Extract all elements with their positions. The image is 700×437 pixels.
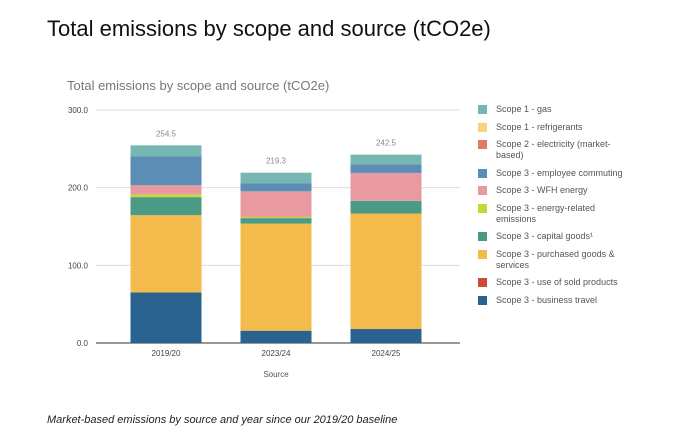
legend-item: Scope 3 - capital goods¹ (478, 231, 628, 242)
legend: Scope 1 - gas Scope 1 - refrigerants Scope… (478, 104, 628, 312)
legend-swatch (478, 232, 487, 241)
legend-swatch (478, 203, 487, 213)
legend-label: Scope 3 - employee commuting (496, 167, 623, 178)
total-label: 242.5 (376, 139, 397, 148)
legend-item: Scope 1 - gas (478, 104, 628, 115)
x-tick-label: 2019/20 (152, 349, 181, 358)
legend-item: Scope 3 - energy-related emissions (478, 203, 628, 225)
legend-label: Scope 3 - purchased goods & services (496, 248, 615, 270)
bar-segment (240, 191, 312, 217)
legend-label: Scope 3 - capital goods¹ (496, 231, 594, 241)
legend-item: Scope 3 - business travel (478, 295, 628, 306)
legend-item: Scope 3 - WFH energy (478, 185, 628, 196)
bar-segment (240, 216, 312, 219)
total-label: 219.3 (266, 157, 287, 166)
bar-segment (350, 172, 422, 201)
legend-label: Scope 1 - refrigerants (496, 121, 583, 132)
bar-segment (350, 164, 422, 173)
legend-label: Scope 3 - WFH energy (496, 185, 588, 195)
legend-swatch (478, 105, 487, 114)
legend-item: Scope 3 - purchased goods & services (478, 249, 628, 271)
legend-label: Scope 3 - business travel (496, 294, 598, 305)
caption: Market-based emissions by source and yea… (47, 414, 398, 426)
x-tick-label: 2023/24 (262, 349, 291, 358)
chart-title: Total emissions by scope and source (tCO… (67, 78, 329, 93)
bar-segment (130, 194, 202, 198)
legend-swatch (478, 278, 487, 287)
legend-swatch (478, 186, 487, 195)
bar-segment (240, 172, 312, 184)
legend-label: Scope 2 - electricity (market-based) (496, 139, 611, 160)
legend-item: Scope 3 - employee commuting (478, 168, 628, 179)
bar-segment (130, 197, 202, 216)
bar-segment (350, 329, 422, 343)
bar-segment (350, 213, 422, 330)
bar-segment (130, 156, 202, 186)
y-tick-label: 100.0 (68, 261, 89, 270)
bar-segment (130, 292, 202, 343)
total-label: 254.5 (156, 129, 177, 138)
x-tick-label: 2024/25 (372, 349, 401, 358)
legend-label: Scope 3 - use of sold products (496, 277, 618, 287)
y-tick-label: 300.0 (68, 106, 89, 115)
x-axis-label: Source (263, 370, 289, 379)
legend-item: Scope 3 - use of sold products (478, 277, 628, 288)
legend-item: Scope 1 - refrigerants (478, 122, 628, 133)
legend-swatch (478, 295, 487, 305)
legend-swatch (478, 168, 487, 178)
bar-segment (240, 223, 312, 331)
page-title: Total emissions by scope and source (tCO… (47, 16, 491, 41)
legend-swatch (478, 140, 487, 149)
bar-segment (240, 330, 312, 343)
bar-segment (350, 200, 422, 214)
legend-label: Scope 1 - gas (496, 104, 552, 114)
y-tick-label: 0.0 (77, 339, 89, 348)
bar-segment (350, 154, 422, 165)
bar-segment (130, 215, 202, 293)
bar-segment (240, 183, 312, 192)
bar-segment (240, 218, 312, 224)
legend-label: Scope 3 - energy-related emissions (496, 202, 596, 224)
bar-segment (130, 145, 202, 157)
y-tick-label: 200.0 (68, 184, 89, 193)
bar-segment (130, 185, 202, 195)
legend-swatch (478, 249, 487, 259)
legend-item: Scope 2 - electricity (market-based) (478, 139, 628, 161)
legend-swatch (478, 122, 487, 132)
